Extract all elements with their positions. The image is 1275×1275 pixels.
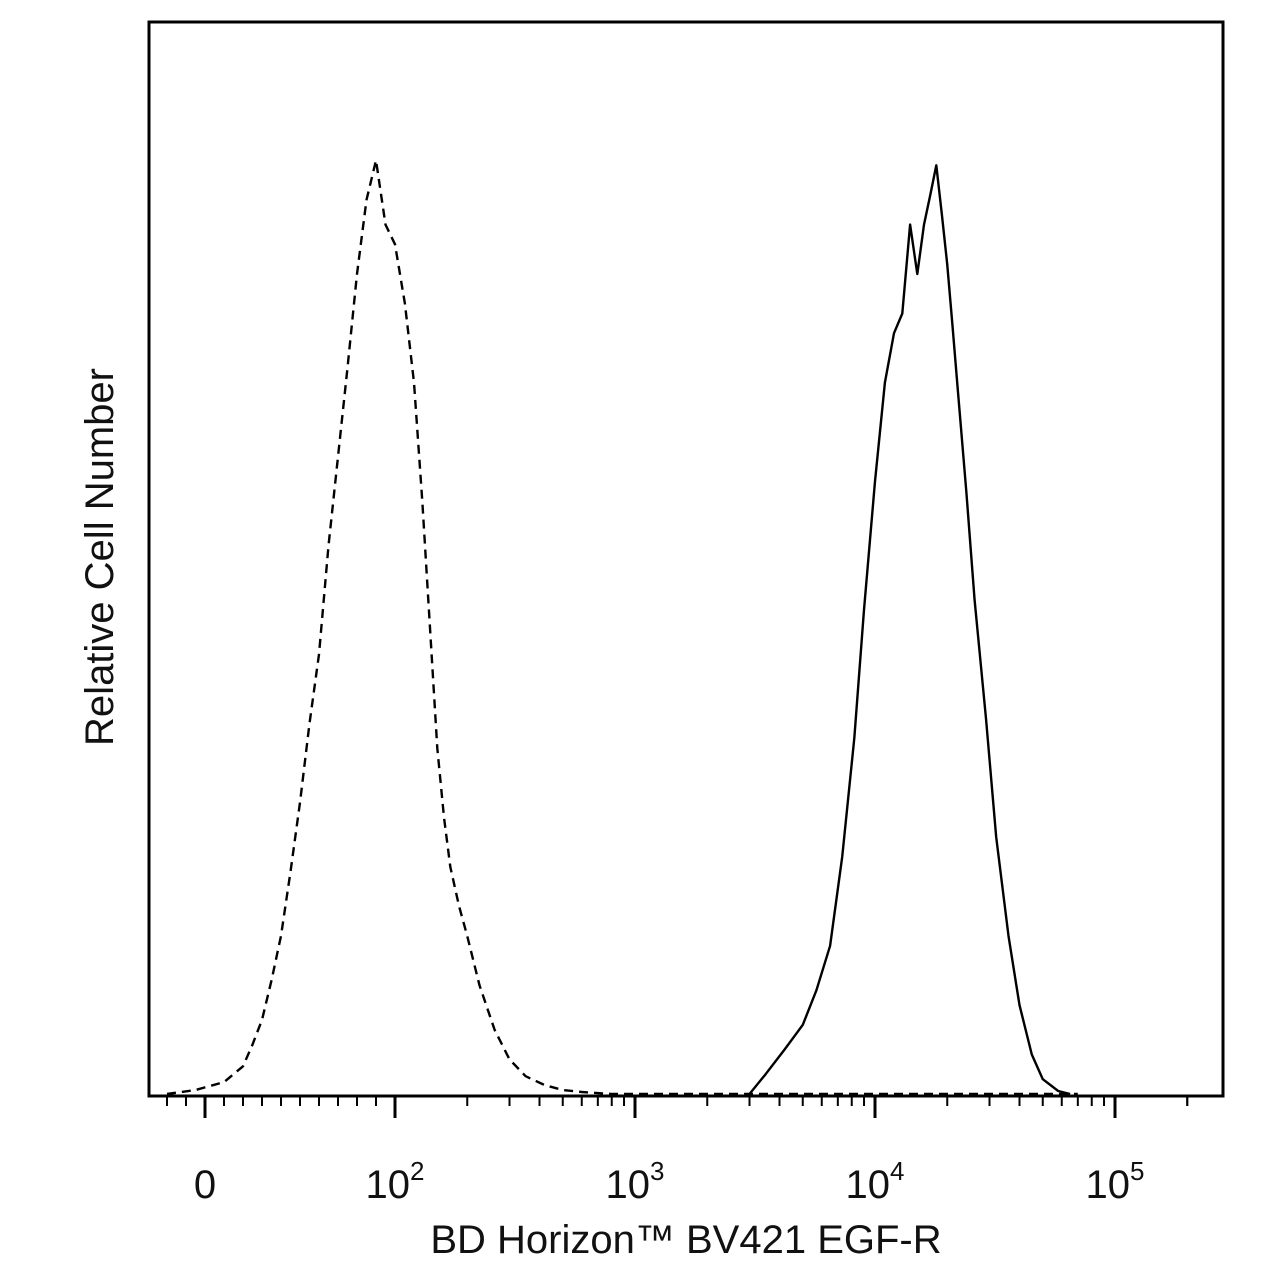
x-tick-label-exponent: 2 [410, 1156, 424, 1186]
x-tick-labels: 0 102 103 104 105 [194, 1156, 1145, 1207]
series-layer [166, 159, 1078, 1096]
x-tick-label: 104 [846, 1156, 905, 1207]
x-tick-label-exponent: 5 [1130, 1156, 1144, 1186]
x-tick-label-base: 0 [194, 1163, 216, 1207]
x-tick-label-base: 10 [366, 1163, 411, 1207]
x-minor-ticks [166, 1096, 1189, 1106]
x-tick-label: 0 [194, 1163, 216, 1207]
x-tick-label-base: 10 [846, 1163, 891, 1207]
x-tick-label: 102 [366, 1156, 425, 1207]
x-tick-label-base: 10 [1086, 1163, 1131, 1207]
x-tick-label-exponent: 3 [650, 1156, 664, 1186]
x-tick-label: 103 [606, 1156, 665, 1207]
x-tick-label: 105 [1086, 1156, 1145, 1207]
series-line-dashed [166, 159, 1078, 1096]
x-tick-label-base: 10 [606, 1163, 651, 1207]
x-tick-label-exponent: 4 [890, 1156, 904, 1186]
x-major-ticks [203, 1096, 1117, 1118]
x-axis-title: BD Horizon™ BV421 EGF-R [430, 1218, 941, 1262]
y-axis-title: Relative Cell Number [78, 368, 122, 746]
plot-frame [147, 20, 1225, 1098]
series-line-solid [748, 164, 1071, 1096]
